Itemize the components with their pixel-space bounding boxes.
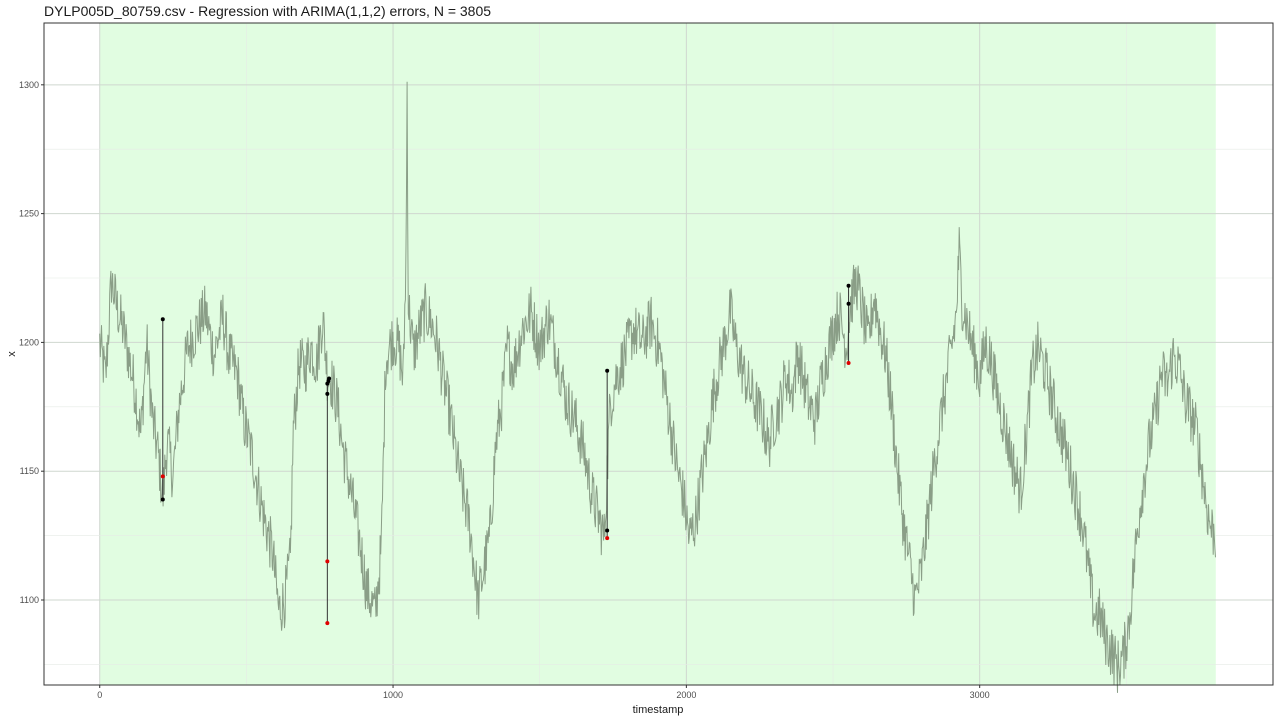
x-tick-label: 2000: [676, 690, 696, 700]
x-tick-label: 1000: [383, 690, 403, 700]
anomaly-point-red: [846, 361, 851, 366]
anomaly-point-red: [160, 474, 165, 479]
anomaly-point-black: [605, 368, 610, 373]
anomaly-point-black: [160, 497, 165, 502]
y-tick-label: 1100: [20, 595, 39, 605]
anomaly-point-black: [327, 376, 332, 381]
y-axis-title: x: [6, 351, 18, 357]
y-tick-label: 1200: [19, 337, 39, 347]
x-axis-title: timestamp: [633, 704, 684, 716]
y-tick-label: 1300: [19, 80, 39, 90]
y-tick-label: 1150: [20, 466, 39, 476]
anomaly-point-red: [325, 621, 330, 626]
plot-panel-border: [43, 22, 1274, 686]
axis-tick-group: 0 1000 2000 3000 1100 1150 1200 1250 1300: [19, 80, 990, 700]
x-tick-label: 0: [97, 690, 102, 700]
anomaly-point-black: [846, 283, 851, 288]
anomaly-segment-group: [162, 285, 850, 624]
series-line-group: [99, 81, 1216, 693]
series-line: [99, 81, 1216, 693]
anomaly-point-black: [160, 317, 165, 322]
chart-title: DYLP005D_80759.csv - Regression with ARI…: [44, 3, 492, 19]
y-tick-label: 1250: [19, 209, 39, 219]
anomaly-point-black: [325, 391, 330, 396]
anomaly-point-group: [160, 283, 851, 626]
anomaly-point-red: [605, 536, 610, 541]
anomaly-point-red: [325, 559, 330, 564]
anomaly-point-black: [605, 528, 610, 533]
anomaly-point-black: [846, 301, 851, 306]
x-tick-label: 3000: [970, 690, 990, 700]
